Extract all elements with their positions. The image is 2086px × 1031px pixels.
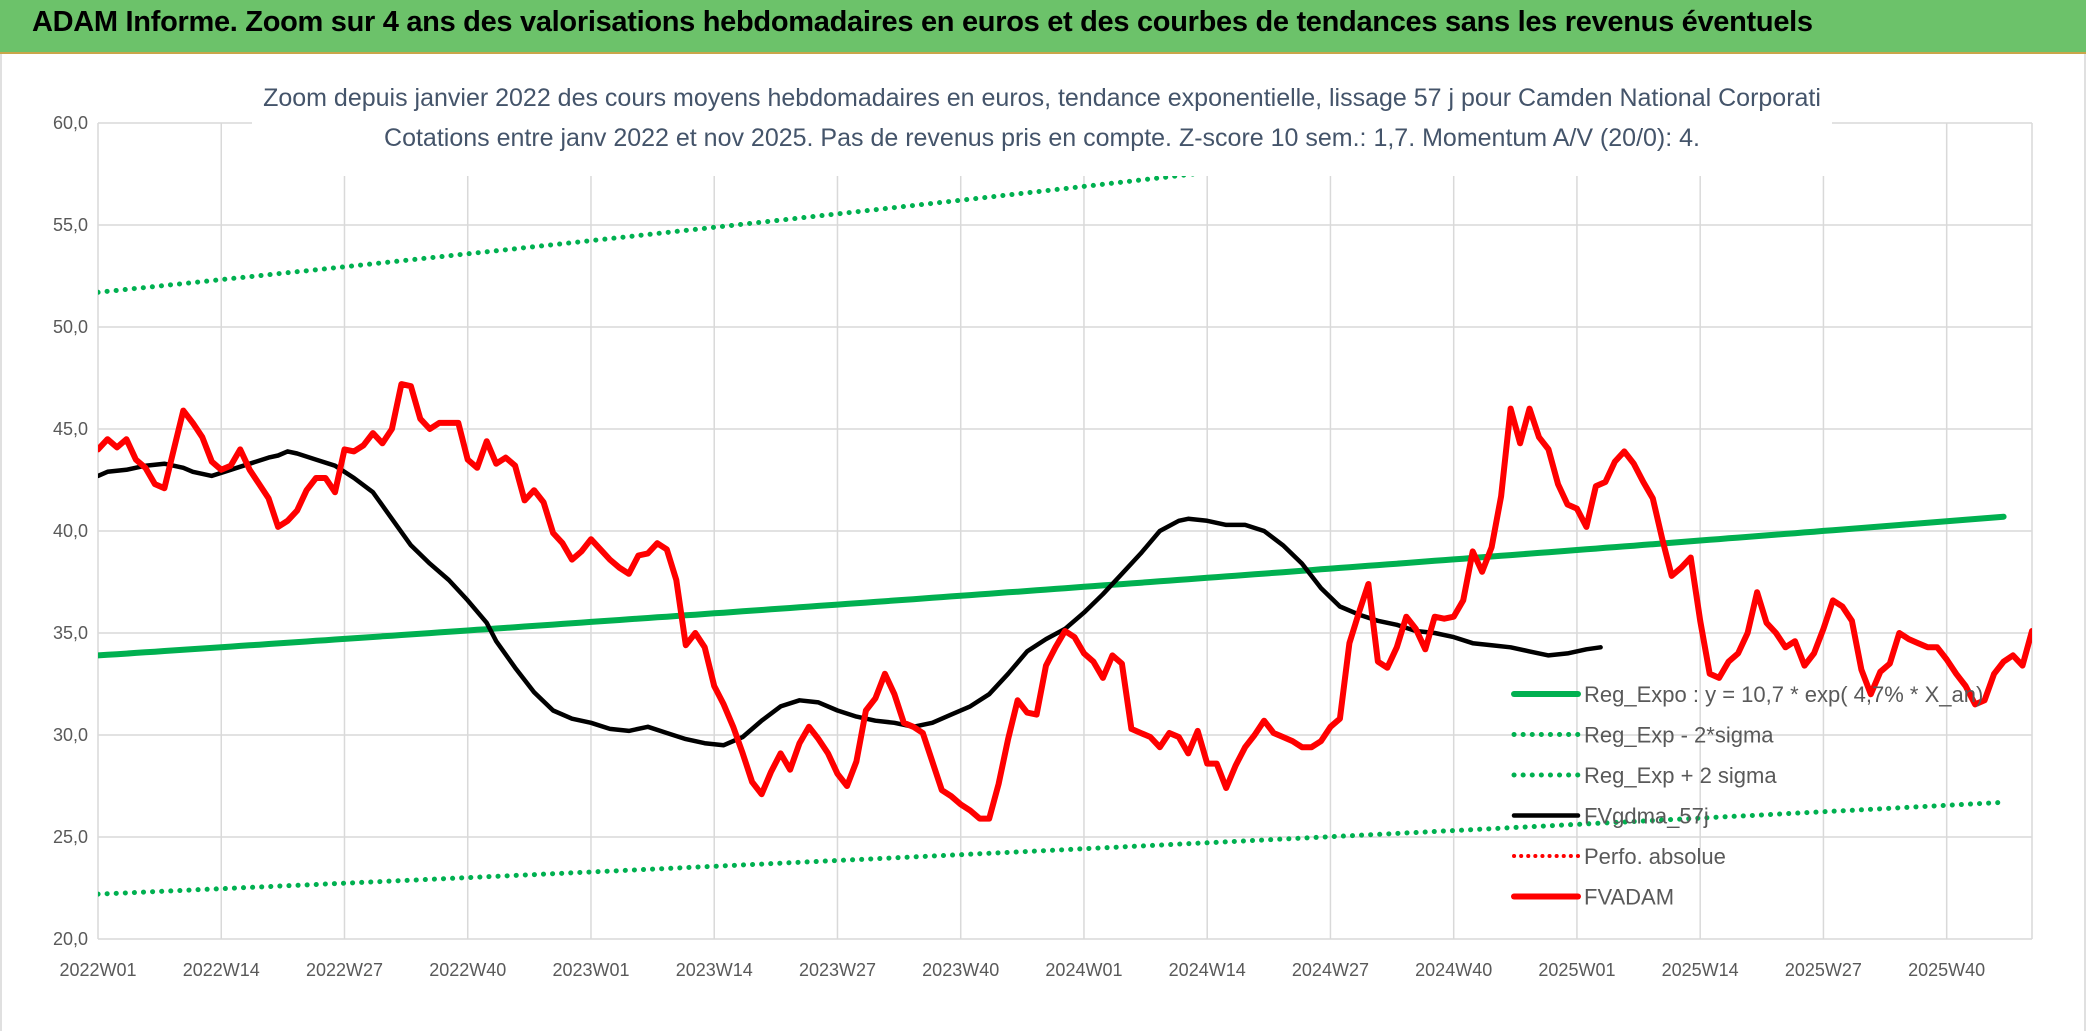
y-tick-label: 60,0 xyxy=(53,113,88,133)
x-tick-label: 2023W27 xyxy=(799,960,876,980)
x-tick-label: 2023W40 xyxy=(922,960,999,980)
y-axis-ticks: 20,0 25,0 30,0 35,0 40,0 45,0 50,0 55,0 60,0 xyxy=(53,113,88,949)
x-tick-label: 2024W27 xyxy=(1292,960,1369,980)
x-tick-label: 2025W01 xyxy=(1538,960,1615,980)
report-title: ADAM Informe. Zoom sur 4 ans des valoris… xyxy=(32,6,1813,38)
series-line-1 xyxy=(98,799,2007,897)
y-tick-label: 20,0 xyxy=(53,929,88,949)
title-backdrop xyxy=(252,76,1832,176)
chart-grid xyxy=(97,122,2033,940)
x-tick-label: 2024W01 xyxy=(1045,960,1122,980)
legend-label: FVADAM xyxy=(1584,885,1674,910)
legend-label: Perfo. absolue xyxy=(1584,844,1726,869)
legend-label: FVgdma_57j xyxy=(1584,804,1709,829)
x-tick-label: 2023W14 xyxy=(676,960,753,980)
x-tick-label: 2024W40 xyxy=(1415,960,1492,980)
x-tick-label: 2025W40 xyxy=(1908,960,1985,980)
y-tick-label: 45,0 xyxy=(53,419,88,439)
x-tick-label: 2025W27 xyxy=(1785,960,1862,980)
series-line-0 xyxy=(98,513,2007,659)
series-line-5 xyxy=(98,381,2032,822)
chart-subtitle: Cotations entre janv 2022 et nov 2025. P… xyxy=(384,124,1700,152)
y-tick-label: 55,0 xyxy=(53,215,88,235)
report-banner: ADAM Informe. Zoom sur 4 ans des valoris… xyxy=(0,0,2086,54)
y-tick-label: 40,0 xyxy=(53,521,88,541)
chart-frame: 20,0 25,0 30,0 35,0 40,0 45,0 50,0 55,0 60,0 202… xyxy=(0,54,2086,1031)
legend-label: Reg_Exp - 2*sigma xyxy=(1584,723,1774,748)
valuation-chart: 20,0 25,0 30,0 35,0 40,0 45,0 50,0 55,0 60,0 202… xyxy=(53,76,2033,980)
x-tick-label: 2022W27 xyxy=(306,960,383,980)
x-tick-label: 2022W01 xyxy=(59,960,136,980)
x-tick-label: 2025W14 xyxy=(1662,960,1739,980)
x-axis-ticks: 2022W01 2022W14 2022W27 2022W40 2023W01 2023W… xyxy=(59,960,1985,980)
legend-label: Reg_Expo : y = 10,7 * exp( 4,7% * X_an) xyxy=(1584,682,1983,707)
y-tick-label: 30,0 xyxy=(53,725,88,745)
series-line-2 xyxy=(98,123,1654,295)
series-line-3 xyxy=(98,449,1603,748)
x-tick-label: 2024W14 xyxy=(1169,960,1246,980)
y-tick-label: 50,0 xyxy=(53,317,88,337)
x-tick-label: 2023W01 xyxy=(552,960,629,980)
chart-title: Zoom depuis janvier 2022 des cours moyen… xyxy=(263,84,1821,112)
x-tick-label: 2022W40 xyxy=(429,960,506,980)
x-tick-label: 2022W14 xyxy=(183,960,260,980)
series-layer xyxy=(98,123,2032,897)
chart-legend: Reg_Expo : y = 10,7 * exp( 4,7% * X_an) R… xyxy=(1511,682,1983,910)
y-tick-label: 35,0 xyxy=(53,623,88,643)
legend-label: Reg_Exp + 2 sigma xyxy=(1584,763,1777,788)
y-tick-label: 25,0 xyxy=(53,827,88,847)
